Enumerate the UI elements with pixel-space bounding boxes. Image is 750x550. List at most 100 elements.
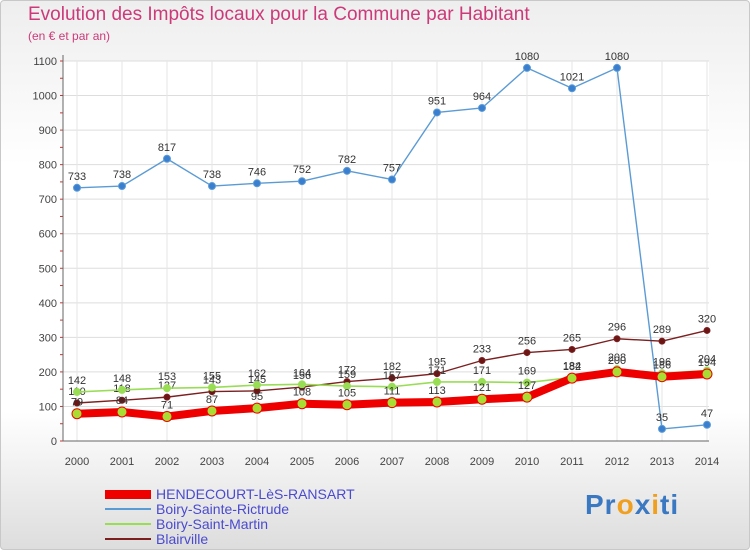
x-tick-label: 2000 <box>65 456 89 468</box>
y-tick-label: 300 <box>39 332 57 344</box>
data-label-hendecourt-l-s-ransart: 108 <box>293 387 311 399</box>
data-point-blairville <box>614 336 620 342</box>
data-point-boiry-sainte-rictrude <box>434 109 441 116</box>
data-label-boiry-saint-martin: 171 <box>473 365 491 377</box>
data-point-hendecourt-l-s-ransart <box>702 369 712 379</box>
data-point-boiry-sainte-rictrude <box>209 183 216 190</box>
data-point-boiry-sainte-rictrude <box>704 421 711 428</box>
legend-swatch-blairville <box>105 538 151 540</box>
legend-item-hendecourt: HENDECOURT-LèS-RANSART <box>105 486 355 502</box>
y-tick-label: 100 <box>39 401 57 413</box>
legend-swatch-boiry-sainte-rictrude <box>105 508 151 510</box>
x-tick-label: 2014 <box>695 456 719 468</box>
legend-label-boiry-saint-martin: Boiry-Saint-Martin <box>156 516 268 532</box>
data-label-boiry-sainte-rictrude: 733 <box>68 171 86 183</box>
data-label-blairville: 296 <box>608 322 626 334</box>
data-label-hendecourt-l-s-ransart: 84 <box>116 395 128 407</box>
data-point-boiry-sainte-rictrude <box>569 85 576 92</box>
x-tick-label: 2009 <box>470 456 494 468</box>
data-label-blairville: 265 <box>563 332 581 344</box>
data-label-boiry-sainte-rictrude: 951 <box>428 95 446 107</box>
data-point-boiry-saint-martin <box>209 384 216 391</box>
data-label-hendecourt-l-s-ransart: 194 <box>698 357 716 369</box>
data-label-hendecourt-l-s-ransart: 182 <box>563 361 581 373</box>
x-tick-label: 2004 <box>245 456 269 468</box>
data-label-boiry-sainte-rictrude: 1021 <box>560 71 584 83</box>
data-label-boiry-saint-martin: 169 <box>518 366 536 378</box>
data-label-hendecourt-l-s-ransart: 87 <box>206 394 218 406</box>
logo-part: ti <box>660 489 679 520</box>
data-label-boiry-saint-martin: 153 <box>158 371 176 383</box>
data-point-hendecourt-l-s-ransart <box>117 407 127 417</box>
data-point-hendecourt-l-s-ransart <box>432 397 442 407</box>
data-label-hendecourt-l-s-ransart: 105 <box>338 388 356 400</box>
data-label-boiry-saint-martin: 171 <box>428 365 446 377</box>
data-point-hendecourt-l-s-ransart <box>342 400 352 410</box>
data-point-boiry-sainte-rictrude <box>479 104 486 111</box>
x-tick-label: 2011 <box>560 456 584 468</box>
data-point-hendecourt-l-s-ransart <box>657 372 667 382</box>
y-tick-label: 1000 <box>33 91 57 103</box>
y-tick-label: 600 <box>39 229 57 241</box>
data-label-blairville: 289 <box>653 324 671 336</box>
data-point-boiry-sainte-rictrude <box>299 178 306 185</box>
data-label-blairville: 256 <box>518 336 536 348</box>
legend-swatch-hendecourt <box>105 490 151 499</box>
logo-part: i <box>651 489 660 520</box>
x-tick-label: 2010 <box>515 456 539 468</box>
data-label-hendecourt-l-s-ransart: 200 <box>608 355 626 367</box>
data-label-hendecourt-l-s-ransart: 127 <box>518 380 536 392</box>
data-point-blairville <box>524 350 530 356</box>
logo-part: Pr <box>585 489 617 520</box>
data-point-hendecourt-l-s-ransart <box>252 403 262 413</box>
x-tick-label: 2005 <box>290 456 314 468</box>
data-label-hendecourt-l-s-ransart: 79 <box>71 397 83 409</box>
x-tick-label: 2006 <box>335 456 359 468</box>
data-label-boiry-saint-martin: 159 <box>338 369 356 381</box>
legend-item-boiry-saint-martin: Boiry-Saint-Martin <box>105 516 268 532</box>
data-point-hendecourt-l-s-ransart <box>207 406 217 416</box>
data-point-hendecourt-l-s-ransart <box>387 398 397 408</box>
data-point-blairville <box>479 358 485 364</box>
data-label-hendecourt-l-s-ransart: 71 <box>161 399 173 411</box>
data-point-boiry-sainte-rictrude <box>74 184 81 191</box>
data-label-blairville: 320 <box>698 313 716 325</box>
x-tick-label: 2008 <box>425 456 449 468</box>
data-label-boiry-sainte-rictrude: 738 <box>203 169 221 181</box>
data-label-boiry-sainte-rictrude: 817 <box>158 142 176 154</box>
y-tick-label: 400 <box>39 298 57 310</box>
y-tick-label: 700 <box>39 194 57 206</box>
data-point-hendecourt-l-s-ransart <box>72 409 82 419</box>
data-label-boiry-saint-martin: 157 <box>383 370 401 382</box>
x-tick-label: 2012 <box>605 456 629 468</box>
data-label-hendecourt-l-s-ransart: 111 <box>384 386 401 398</box>
y-tick-label: 500 <box>39 263 57 275</box>
y-tick-label: 1100 <box>33 56 57 68</box>
legend-item-boiry-sainte-rictrude: Boiry-Sainte-Rictrude <box>105 501 289 517</box>
data-label-hendecourt-l-s-ransart: 121 <box>473 382 491 394</box>
legend-swatch-boiry-saint-martin <box>105 523 151 525</box>
line-chart: 0100200300400500600700800900100011002000… <box>1 1 750 550</box>
data-point-boiry-sainte-rictrude <box>164 155 171 162</box>
data-label-boiry-sainte-rictrude: 1080 <box>605 51 629 63</box>
y-tick-label: 200 <box>39 367 57 379</box>
data-point-boiry-sainte-rictrude <box>524 64 531 71</box>
data-point-boiry-saint-martin <box>254 382 261 389</box>
data-point-blairville <box>659 338 665 344</box>
data-point-boiry-saint-martin <box>119 386 126 393</box>
data-label-boiry-sainte-rictrude: 35 <box>656 412 668 424</box>
logo-part: o <box>617 489 635 520</box>
chart-frame: Evolution des Impôts locaux pour la Comm… <box>0 0 750 550</box>
legend-label-boiry-sainte-rictrude: Boiry-Sainte-Rictrude <box>156 501 289 517</box>
data-point-hendecourt-l-s-ransart <box>612 367 622 377</box>
data-label-boiry-sainte-rictrude: 47 <box>701 408 713 420</box>
data-point-boiry-sainte-rictrude <box>659 425 666 432</box>
data-point-hendecourt-l-s-ransart <box>162 411 172 421</box>
data-label-boiry-sainte-rictrude: 757 <box>383 162 401 174</box>
legend-label-blairville: Blairville <box>156 531 208 547</box>
data-point-hendecourt-l-s-ransart <box>567 373 577 383</box>
data-point-blairville <box>704 327 710 333</box>
data-point-hendecourt-l-s-ransart <box>522 392 532 402</box>
data-label-boiry-sainte-rictrude: 1080 <box>515 51 539 63</box>
data-point-boiry-sainte-rictrude <box>119 183 126 190</box>
